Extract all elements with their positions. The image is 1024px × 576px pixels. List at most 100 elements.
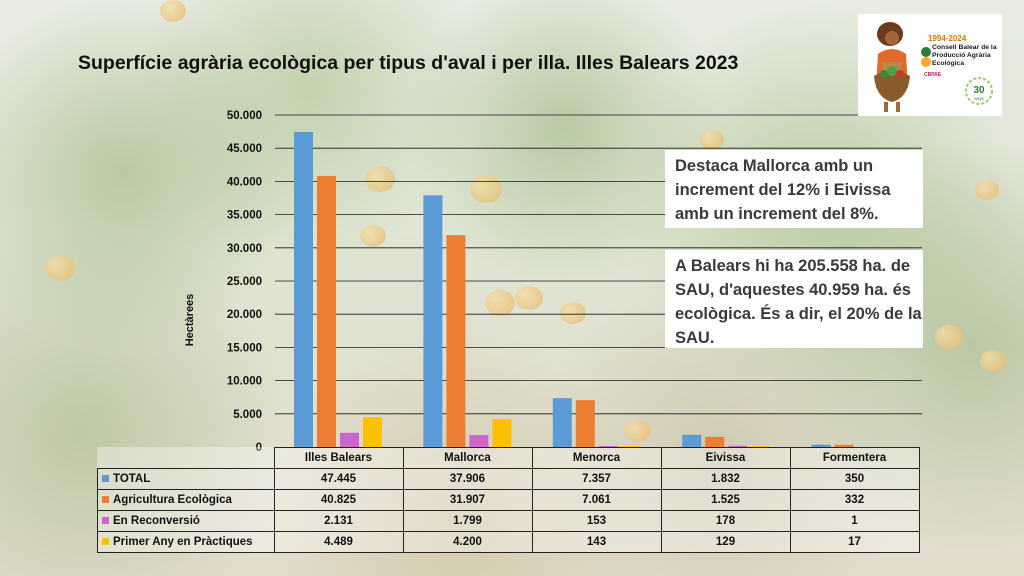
bar-primer-any — [363, 417, 382, 447]
y-tick-label: 10.000 — [227, 376, 262, 388]
data-label: 178 — [660, 510, 791, 532]
bar-total — [811, 444, 831, 447]
bar-agricultura-ecologica — [705, 436, 725, 447]
data-label: 4.489 — [273, 531, 404, 553]
bar-total — [682, 434, 702, 447]
data-label: 1.832 — [660, 468, 791, 490]
anniversary-badge: 30 anys — [965, 77, 993, 105]
data-label: 37.906 — [402, 468, 533, 490]
y-tick-label: 35.000 — [227, 210, 262, 222]
apricot-decoration — [160, 0, 186, 22]
bar-total — [552, 398, 572, 447]
legend-swatch — [102, 496, 109, 503]
legend-entry: Agricultura Ecològica — [97, 489, 275, 511]
bar-agricultura-ecologica — [575, 400, 595, 447]
table-row: Primer Any en Pràctiques 4.489 4.200 143 129… — [97, 531, 920, 553]
cbpae-logo: 1994·2024 Consell Balear de la Producció… — [858, 14, 1002, 116]
y-tick-label: 30.000 — [227, 243, 262, 255]
data-label: 2.131 — [273, 510, 404, 532]
logo-year-end: 2024 — [948, 34, 967, 43]
apricot-decoration — [45, 255, 75, 281]
y-axis-ticks: 05.00010.00015.00020.00025.00030.00035.0… — [227, 110, 262, 454]
y-tick-label: 5.000 — [233, 409, 262, 421]
y-tick-label: 25.000 — [227, 276, 262, 288]
callout-increase-note: Destaca Mallorca amb un increment del 12… — [665, 150, 923, 228]
logo-org-line: Ecològica — [932, 60, 965, 67]
apricot-decoration — [560, 302, 586, 324]
bar-en-reconversio — [728, 445, 748, 447]
legend-swatch — [102, 538, 109, 545]
bar-primer-any — [751, 446, 771, 447]
legend-label: TOTAL — [113, 473, 151, 485]
chart-grid — [275, 114, 922, 415]
data-label: 47.445 — [273, 468, 404, 490]
apricot-decoration — [485, 290, 515, 316]
data-label: 143 — [531, 531, 662, 553]
data-table: Illes Balears Mallorca Menorca Eivissa F… — [97, 447, 920, 553]
bar-agricultura-ecologica — [317, 175, 336, 447]
legend-label: En Reconversió — [113, 515, 200, 527]
data-label: 1.525 — [660, 489, 791, 511]
logo-years: 1994·2024 — [928, 34, 967, 43]
y-axis-label: Hectàrees — [184, 293, 196, 347]
table-row: Agricultura Ecològica 40.825 31.907 7.061 1.… — [97, 489, 920, 511]
anniversary-number: 30 — [973, 85, 985, 96]
data-label: 7.357 — [531, 468, 662, 490]
bar-en-reconversio — [469, 435, 489, 447]
table-row: TOTAL 47.445 37.906 7.357 1.832 350 — [97, 468, 920, 490]
apricot-decoration — [700, 130, 724, 150]
logo-org-line: Consell Balear de la — [932, 44, 997, 51]
x-tick-label: Formentera — [789, 447, 920, 469]
x-tick-label: Illes Balears — [273, 447, 404, 469]
apricot-decoration — [470, 175, 502, 203]
y-tick-label: 20.000 — [227, 309, 262, 321]
bar-total — [423, 195, 443, 447]
legend-swatch — [102, 475, 109, 482]
bar-en-reconversio — [340, 432, 359, 447]
bar-agricultura-ecologica — [834, 444, 854, 447]
legend-entry: En Reconversió — [97, 510, 275, 532]
y-tick-label: 45.000 — [227, 143, 262, 155]
table-row: En Reconversió 2.131 1.799 153 178 1 — [97, 510, 920, 532]
table-header-row: Illes Balears Mallorca Menorca Eivissa F… — [97, 447, 920, 469]
legend-label: Primer Any en Pràctiques — [113, 536, 253, 548]
legend-entry: Primer Any en Pràctiques — [97, 531, 275, 553]
legend-entry: TOTAL — [97, 468, 275, 490]
bar-agricultura-ecologica — [446, 235, 466, 447]
y-tick-label: 15.000 — [227, 342, 262, 354]
apricot-decoration — [980, 350, 1006, 372]
data-label: 31.907 — [402, 489, 533, 511]
logo-org-line: Producció Agrària — [932, 52, 991, 59]
legend-swatch — [102, 517, 109, 524]
x-tick-label: Menorca — [531, 447, 662, 469]
farmer-figure-icon — [874, 22, 910, 112]
table-corner — [97, 447, 275, 469]
data-label: 17 — [789, 531, 920, 553]
apricot-decoration — [365, 166, 395, 192]
data-label: 1 — [789, 510, 920, 532]
bar-primer-any — [492, 419, 512, 447]
anniversary-word: anys — [974, 96, 984, 101]
callout-sau-note: A Balears hi ha 205.558 ha. de SAU, d'aq… — [665, 250, 923, 348]
y-tick-label: 40.000 — [227, 176, 262, 188]
data-label: 153 — [531, 510, 662, 532]
data-label: 7.061 — [531, 489, 662, 511]
data-label: 40.825 — [273, 489, 404, 511]
x-tick-label: Mallorca — [402, 447, 533, 469]
apricot-decoration — [975, 180, 999, 200]
chart-bars — [294, 131, 900, 447]
data-label: 129 — [660, 531, 791, 553]
data-label: 4.200 — [402, 531, 533, 553]
data-label: 1.799 — [402, 510, 533, 532]
x-tick-label: Eivissa — [660, 447, 791, 469]
logo-emblem-icon — [921, 47, 931, 67]
bar-primer-any — [621, 446, 641, 447]
bar-en-reconversio — [598, 445, 618, 447]
apricot-decoration — [935, 325, 963, 349]
logo-acronym: CBPAE — [924, 72, 942, 78]
legend-label: Agricultura Ecològica — [113, 494, 232, 506]
bar-total — [294, 131, 313, 447]
chart-title: Superfície agrària ecològica per tipus d… — [78, 52, 739, 74]
apricot-decoration — [360, 225, 386, 247]
